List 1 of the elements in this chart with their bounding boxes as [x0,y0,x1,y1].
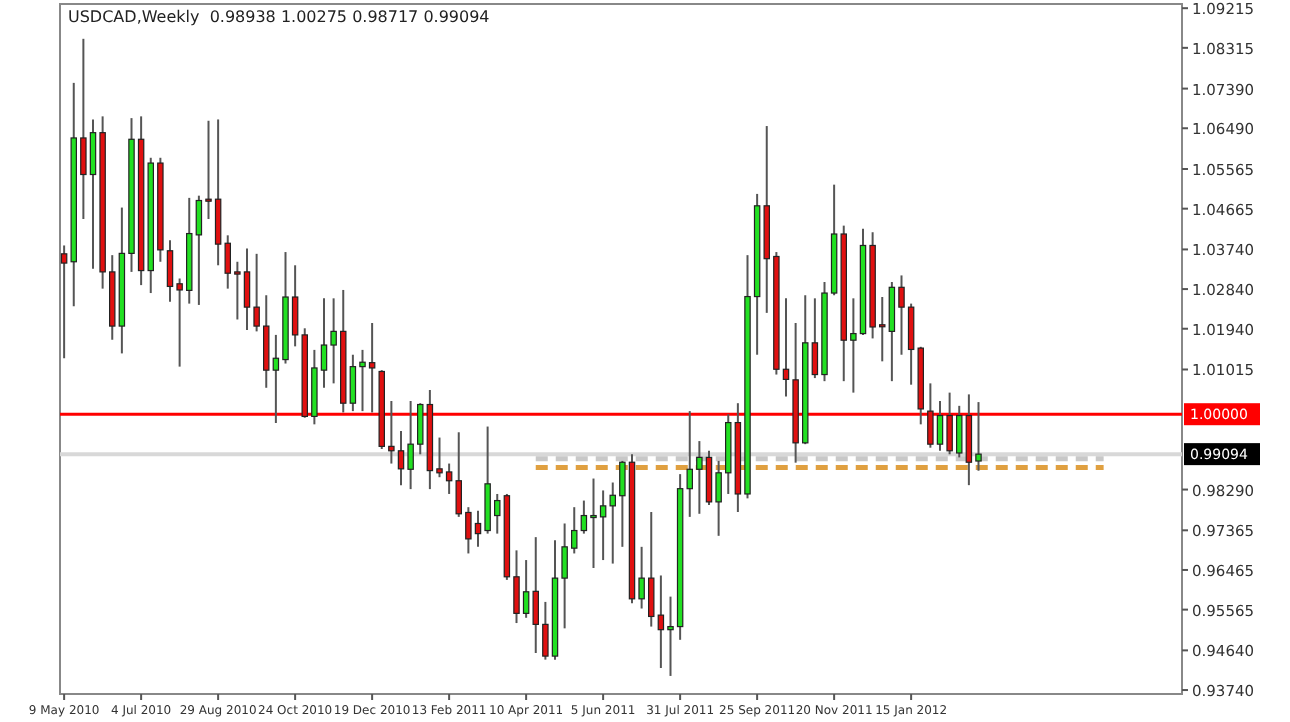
chart-title: USDCAD,Weekly 0.98938 1.00275 0.98717 0.99094 [68,8,490,26]
